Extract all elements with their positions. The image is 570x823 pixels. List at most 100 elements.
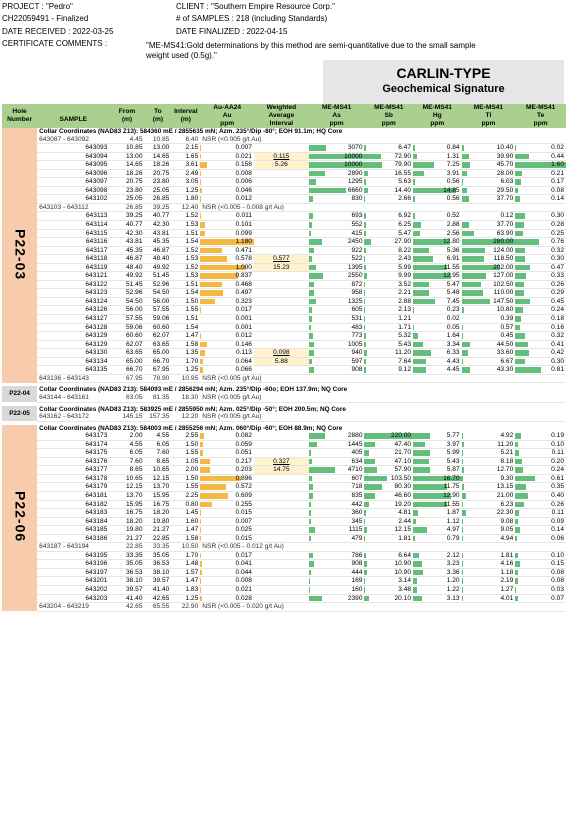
weighted-average-interval: 15.23 — [273, 263, 290, 271]
au-cell: 0.041 — [200, 559, 254, 569]
from-value: 43.81 — [109, 237, 145, 247]
sb-cell: 2.88 — [364, 297, 414, 307]
sb-cell: 1.21 — [364, 314, 414, 324]
from-value: 14.65 — [109, 160, 145, 170]
tl-value: 1.27 — [500, 585, 514, 593]
weighted-average-cell: 15.23 — [253, 263, 309, 273]
col-hg: ME-MS41 Hg ppm — [413, 104, 462, 128]
hg-value: 0.05 — [446, 323, 460, 331]
to-value: 16.75 — [144, 500, 172, 510]
te-cell: 0.45 — [515, 297, 566, 307]
as-value: 1325 — [347, 297, 363, 305]
au-bar — [200, 247, 222, 254]
as-value: 922 — [351, 246, 363, 254]
au-value: 0.101 — [235, 221, 252, 229]
tl-cell: 5.21 — [461, 448, 516, 458]
from-value: 60.60 — [109, 331, 145, 341]
te-bar — [515, 170, 522, 177]
client-label: CLIENT : "Southern Empire Resource Corp.… — [176, 2, 335, 11]
sample-id: 643095 — [37, 160, 110, 170]
weighted-average-cell — [253, 448, 309, 458]
weighted-average-cell — [253, 440, 309, 450]
hg-bar — [413, 433, 430, 439]
as-bar — [308, 341, 315, 348]
au-cell: 0.001 — [200, 314, 254, 324]
tl-cell: 202.00 — [461, 263, 516, 273]
au-cell: 0.099 — [200, 229, 254, 239]
as-cell: 830 — [308, 194, 365, 204]
table-row: 643127 57.55 59.06 1.51 0.001 531 1.21 0.02 0.39… — [2, 314, 566, 324]
as-value: 1115 — [348, 526, 363, 534]
sb-bar — [364, 367, 367, 373]
as-bar — [308, 510, 311, 516]
te-value: 0.42 — [551, 349, 564, 357]
au-bar — [200, 196, 201, 202]
from-value: 33.35 — [109, 551, 145, 561]
tl-cell: 147.50 — [461, 297, 516, 307]
sb-value: 8.22 — [398, 246, 412, 254]
tl-bar — [461, 264, 501, 271]
hg-bar — [413, 501, 447, 508]
sb-bar — [364, 239, 371, 245]
tl-value: 4.94 — [500, 534, 514, 542]
from-value: 63.65 — [109, 348, 145, 358]
col-hole: Hole Number — [2, 104, 38, 128]
hg-cell: 5.77 — [413, 432, 462, 441]
hg-bar — [413, 196, 415, 202]
tl-value: 127.00 — [493, 272, 514, 280]
te-bar — [515, 153, 530, 160]
sb-bar — [364, 179, 366, 185]
interval-value: 1.50 — [171, 474, 201, 484]
from-value: 4.45 — [109, 135, 145, 145]
tl-cell: 1.27 — [461, 585, 516, 595]
hg-value: 0.02 — [446, 315, 460, 323]
tl-cell: 63.90 — [461, 229, 516, 239]
sample-id: 643094 — [37, 152, 110, 162]
te-value: 0.08 — [551, 568, 564, 576]
interval-value: 1.58 — [171, 534, 201, 544]
te-bar — [515, 316, 521, 322]
collar-coordinates: Collar Coordinates (NAD83 Z13): 584360 m… — [39, 128, 343, 135]
as-cell: 1395 — [308, 263, 365, 273]
as-bar — [308, 458, 313, 465]
au-bar — [200, 433, 204, 439]
as-value: 908 — [351, 366, 363, 374]
as-bar — [308, 247, 314, 254]
au-value: 0.008 — [235, 169, 252, 177]
assay-table: Hole Number SAMPLE From (m) To (m) Interval… — [2, 104, 566, 612]
au-bar — [200, 561, 203, 567]
sb-bar — [364, 256, 366, 262]
to-value: 36.53 — [144, 559, 172, 569]
sb-cell: 2.13 — [364, 305, 414, 316]
au-bar — [200, 358, 204, 365]
to-value: 39.57 — [144, 576, 172, 586]
au-bar — [200, 441, 203, 448]
interval-value: 1.25 — [171, 186, 201, 196]
sb-value: 79.90 — [394, 161, 412, 169]
as-bar — [308, 433, 325, 439]
table-row: 643094 13.00 14.65 1.65 0.021 0.115 10000 72.90… — [2, 152, 566, 162]
weighted-average-cell — [253, 585, 309, 595]
certificate-comments-label: CERTIFICATE COMMENTS : — [2, 39, 108, 48]
as-bar — [308, 358, 313, 365]
sample-id: 643182 — [37, 500, 110, 510]
sb-value: 5.43 — [398, 340, 412, 348]
sb-cell: 72.90 — [364, 152, 414, 162]
table-row: 643195 33.35 35.05 1.70 0.017 786 6.64 2.12 1.81… — [2, 551, 566, 561]
to-value: 19.80 — [144, 517, 172, 527]
tl-bar — [461, 256, 485, 262]
nsr-row: 643144 - 643161 63.05 81.35 18.30 NSR (<0.00… — [2, 393, 566, 403]
as-value: 479 — [351, 534, 363, 542]
hg-value: 1.87 — [446, 509, 460, 517]
weighted-average-cell — [253, 482, 309, 492]
au-bar — [200, 569, 203, 576]
interval-value: 1.51 — [171, 229, 201, 239]
hg-bar — [413, 586, 417, 593]
au-cell: 0.113 — [200, 348, 254, 358]
from-value: 56.00 — [109, 305, 145, 316]
interval-value: 10.95 — [171, 374, 201, 384]
au-value: 1.180 — [235, 238, 252, 246]
as-value: 360 — [351, 509, 363, 517]
hg-bar — [413, 484, 448, 490]
sb-value: 16.55 — [394, 169, 412, 177]
